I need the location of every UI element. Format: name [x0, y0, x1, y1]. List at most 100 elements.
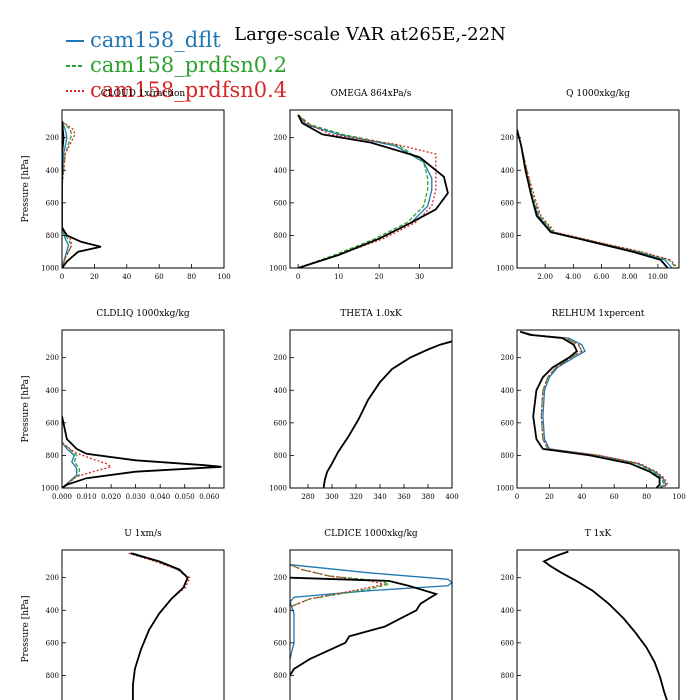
panel: T 1xK18020022024026028030020040060080010…: [501, 529, 680, 700]
plot-frame: [289, 329, 453, 489]
y-tick-label: 1000: [496, 485, 514, 493]
plot-frame: [61, 549, 225, 700]
plot-frame: [516, 329, 680, 489]
y-axis-label: Pressure [hPa]: [21, 155, 31, 222]
x-tick-label: 320: [349, 493, 362, 501]
panel-title: CLOUD 1xfraction: [101, 89, 186, 99]
y-tick-label: 600: [46, 199, 59, 207]
figure-title: Large-scale VAR at265E,-22N: [234, 24, 506, 45]
y-tick-label: 600: [274, 639, 287, 647]
series-line: [520, 330, 669, 488]
y-tick-label: 1000: [41, 485, 59, 493]
y-tick-label: 200: [46, 354, 59, 362]
plot-frame: [289, 549, 453, 700]
y-tick-label: 600: [501, 639, 514, 647]
x-tick-label: 60: [610, 493, 619, 501]
y-tick-label: 400: [46, 607, 59, 615]
legend: cam158_dfltcam158_prdfsn0.2cam158_prdfsn…: [66, 28, 287, 102]
plot-frame: [516, 549, 680, 700]
series-line: [290, 564, 452, 660]
x-tick-label: 0.060: [199, 493, 219, 501]
y-tick-label: 400: [501, 387, 514, 395]
x-tick-label: 0.000: [52, 493, 72, 501]
x-tick-label: 280: [301, 493, 314, 501]
panel: CLOUD 1xfraction Pressure [hPa] 0 20 40 60 80 1…: [21, 89, 231, 281]
x-tick-label: 0.050: [175, 493, 195, 501]
x-tick-label: 400: [445, 493, 458, 501]
x-tick-label: 20: [375, 273, 384, 281]
x-tick-label: 80: [642, 493, 651, 501]
x-tick-label: 0.010: [77, 493, 97, 501]
panel-title: THETA 1.0xK: [340, 309, 402, 319]
series-line: [517, 129, 679, 268]
x-tick-label: 30: [415, 273, 424, 281]
panel: RELHUM 1xpercent 0 20 40 60 80 100 200 400 600 800…: [496, 309, 686, 501]
y-tick-label: 600: [501, 419, 514, 427]
series-line: [62, 416, 222, 488]
series-line: [62, 120, 73, 268]
series-line: [520, 330, 666, 488]
series-line: [297, 114, 429, 268]
y-tick-label: 200: [274, 354, 287, 362]
y-tick-label: 800: [274, 232, 287, 240]
y-axis-label: Pressure [hPa]: [21, 375, 31, 442]
legend-label: cam158_prdfsn0.2: [90, 53, 287, 77]
series-line: [132, 552, 189, 700]
panel: CLDICE 1000xkg/kg0.000000.000100.000200.…: [274, 529, 453, 700]
y-tick-label: 800: [46, 672, 59, 680]
x-tick-label: 2.00: [537, 273, 553, 281]
x-tick-label: 8.00: [622, 273, 638, 281]
series-line: [62, 422, 113, 488]
x-tick-label: 0: [60, 273, 64, 281]
plot-frame: [516, 109, 680, 269]
series-line: [517, 129, 669, 268]
panel-title: RELHUM 1xpercent: [552, 309, 645, 319]
y-tick-label: 200: [274, 574, 287, 582]
y-tick-label: 400: [501, 167, 514, 175]
panel: CLDLIQ 1000xkg/kg Pressure [hPa] 0.000 0.01…: [21, 309, 225, 501]
x-tick-label: 300: [325, 493, 338, 501]
series-line: [128, 552, 191, 700]
y-tick-label: 200: [274, 134, 287, 142]
panels: CLOUD 1xfraction Pressure [hPa] 0 20 40 60 80 1…: [21, 89, 686, 700]
series-line: [517, 129, 677, 268]
series-line: [290, 576, 439, 676]
series-line: [130, 552, 189, 700]
series-line: [130, 552, 189, 700]
panel: Q 1000xkg/kg 2.00 4.00 6.00 8.00 10.00 200 400 6…: [496, 89, 680, 281]
x-tick-label: 360: [397, 493, 410, 501]
y-tick-label: 600: [274, 419, 287, 427]
x-tick-label: 0: [515, 493, 519, 501]
panel-title: T 1xK: [585, 529, 612, 539]
series-line: [290, 564, 391, 608]
y-tick-label: 600: [501, 199, 514, 207]
series-line: [62, 120, 76, 268]
x-tick-label: 380: [421, 493, 434, 501]
series-line: [290, 564, 385, 608]
x-tick-label: 4.00: [566, 273, 582, 281]
y-tick-label: 600: [274, 199, 287, 207]
series-line: [542, 550, 668, 700]
x-tick-label: 80: [187, 273, 196, 281]
y-tick-label: 400: [274, 607, 287, 615]
panel: OMEGA 864xPa/s 0 10 20 30 200 400 600 800 1000: [269, 89, 453, 281]
y-tick-label: 800: [274, 672, 287, 680]
y-tick-label: 200: [46, 134, 59, 142]
series-line: [62, 121, 70, 268]
x-tick-label: 20: [545, 493, 554, 501]
panel-title: CLDLIQ 1000xkg/kg: [96, 309, 190, 319]
y-axis-label: Pressure [hPa]: [21, 595, 31, 662]
y-tick-label: 800: [501, 672, 514, 680]
panel: THETA 1.0xK 280 300 320 340 360 380 400 200 400 60…: [269, 309, 459, 501]
series-line: [322, 340, 452, 488]
series-line: [517, 129, 673, 268]
y-tick-label: 1000: [269, 265, 287, 273]
legend-label: cam158_prdfsn0.4: [90, 78, 287, 102]
series-line: [322, 340, 452, 488]
x-tick-label: 340: [373, 493, 386, 501]
legend-label: cam158_dflt: [90, 28, 221, 52]
y-tick-label: 400: [46, 167, 59, 175]
series-line: [322, 340, 452, 488]
